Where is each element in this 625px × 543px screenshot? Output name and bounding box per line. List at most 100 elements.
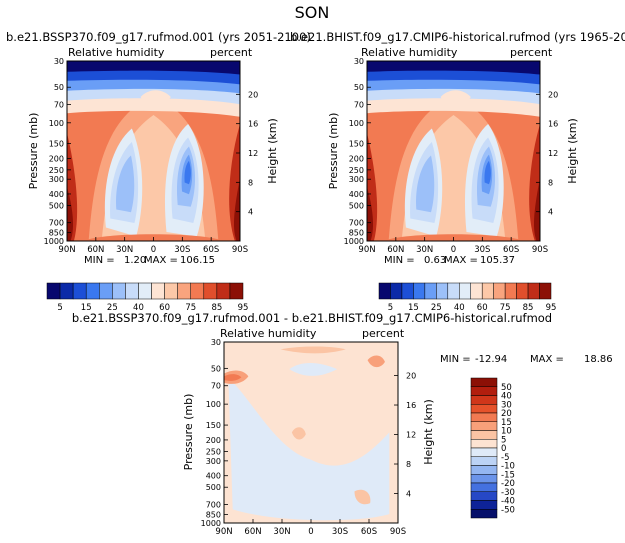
colorbar-swatch xyxy=(481,282,494,300)
y-tick-label: 100 xyxy=(206,400,221,409)
colorbar-swatch xyxy=(413,282,426,300)
colorbar-swatch xyxy=(539,282,552,300)
y-tick-label: 250 xyxy=(49,166,64,175)
right-tick-label: 4 xyxy=(406,490,411,499)
colorbar-swatch xyxy=(85,282,100,300)
colorbar-swatch xyxy=(470,482,498,492)
colorbar-label: 75 xyxy=(500,303,511,313)
panel-left: b.e21.BSSP370.f09_g17.rufmod.001 (yrs 20… xyxy=(6,30,311,313)
y-tick-label: 200 xyxy=(349,154,364,163)
field-tropopause-moist xyxy=(440,90,471,108)
colorbar-label: 5 xyxy=(501,435,506,445)
y-tick-label: 850 xyxy=(206,511,221,520)
x-tick-label: 90N xyxy=(215,527,232,537)
plot-area xyxy=(67,61,240,241)
x-tick-label: 90S xyxy=(390,527,406,537)
field-negative-2 xyxy=(289,363,338,376)
colorbar-label: 5 xyxy=(388,303,393,313)
y-tick-label: 700 xyxy=(49,219,64,228)
colorbar-swatch xyxy=(203,282,218,300)
field-polar-north-core xyxy=(67,187,74,241)
y-tick-label: 400 xyxy=(206,472,221,481)
colorbar-swatch xyxy=(378,282,391,300)
figure-title: SON xyxy=(295,3,330,22)
field-dry-north-core2 xyxy=(116,155,135,213)
variable-label: Relative humidity xyxy=(68,46,165,59)
y-tick-label: 50 xyxy=(354,83,364,92)
field-positive-4 xyxy=(291,427,306,440)
field-polar-south-core xyxy=(533,178,540,241)
field-upper-5 xyxy=(367,61,540,75)
field-positive-3 xyxy=(280,346,346,354)
x-tick-label: 30N xyxy=(116,245,133,255)
right-tick-label: 12 xyxy=(248,149,258,158)
right-tick-label: 12 xyxy=(548,149,558,158)
colorbar-swatch xyxy=(459,282,471,300)
colorbar-swatch xyxy=(527,282,540,300)
x-tick-label: 60N xyxy=(87,245,104,255)
colorbar: 5 15 25 40 60 75 85 95 xyxy=(378,282,556,313)
field-dry-south-core4 xyxy=(484,160,491,185)
colorbar-label: 60 xyxy=(477,303,488,313)
colorbar-swatch xyxy=(493,282,506,300)
colorbar-swatch xyxy=(470,491,498,501)
x-ticks: 90N 60N 30N 0 30S 60S 90S xyxy=(215,519,406,537)
variable-label: Relative humidity xyxy=(220,327,317,340)
x-tick-label: 90S xyxy=(532,245,548,255)
colorbar-swatch xyxy=(72,282,87,300)
colorbar-swatch xyxy=(470,377,498,387)
right-tick-label: 20 xyxy=(248,90,258,99)
colorbar-swatch xyxy=(229,282,244,300)
field-negative-1 xyxy=(228,378,390,521)
right-tick-label: 4 xyxy=(548,208,553,217)
plot-area xyxy=(367,61,540,241)
field-positive-6 xyxy=(354,489,371,505)
y-tick-label: 250 xyxy=(206,447,221,456)
y-tick-label: 300 xyxy=(49,175,64,184)
right-tick-label: 16 xyxy=(248,120,258,129)
colorbar-label: -5 xyxy=(501,453,509,463)
colorbar-label: 95 xyxy=(238,303,249,313)
y-tick-label: 1000 xyxy=(344,237,364,246)
min-label: MIN = xyxy=(384,255,415,266)
colorbar-swatch xyxy=(504,282,517,300)
colorbar: 5 15 25 40 60 75 85 95 xyxy=(46,282,249,313)
y-tick-label: 400 xyxy=(49,190,64,199)
colorbar-swatch xyxy=(470,282,483,300)
y-tick-label: 700 xyxy=(206,501,221,510)
colorbar-swatch xyxy=(470,474,498,484)
y-axis-label: Pressure (mb) xyxy=(182,394,195,471)
field-polar-north-core xyxy=(367,187,374,241)
colorbar-label: 40 xyxy=(454,303,465,313)
colorbar-swatch xyxy=(401,282,414,300)
y-tick-label: 100 xyxy=(349,119,364,128)
colorbar-label: 5 xyxy=(57,303,62,313)
x-tick-label: 90S xyxy=(232,245,248,255)
y-tick-label: 700 xyxy=(349,219,364,228)
colorbar-swatch xyxy=(125,282,139,300)
colorbar-swatch xyxy=(470,500,498,510)
colorbar-swatch xyxy=(470,395,498,405)
max-label: MAX = xyxy=(144,255,178,266)
y-tick-label: 1000 xyxy=(44,237,64,246)
colorbar-swatch xyxy=(46,282,61,300)
y-tick-label: 850 xyxy=(49,229,64,238)
x-tick-label: 90N xyxy=(358,245,375,255)
colorbar-swatch xyxy=(470,465,498,475)
y-tick-label: 70 xyxy=(54,100,64,109)
min-value: 1.20 xyxy=(124,255,146,266)
y-tick-label: 300 xyxy=(206,457,221,466)
x-tick-label: 90N xyxy=(58,245,75,255)
colorbar-label: -30 xyxy=(501,488,515,498)
min-value: -12.94 xyxy=(475,354,507,365)
y-tick-label: 50 xyxy=(54,83,64,92)
colorbar-label: -20 xyxy=(501,479,515,489)
right-tick-label: 4 xyxy=(248,208,253,217)
field-positive-5 xyxy=(367,355,385,368)
panel-title: b.e21.BHIST.f09_g17.CMIP6-historical.ruf… xyxy=(290,30,625,44)
plot-area xyxy=(224,342,398,523)
colorbar-swatch xyxy=(99,282,113,300)
y-tick-label: 1000 xyxy=(201,519,221,528)
colorbar-swatch xyxy=(59,282,74,300)
